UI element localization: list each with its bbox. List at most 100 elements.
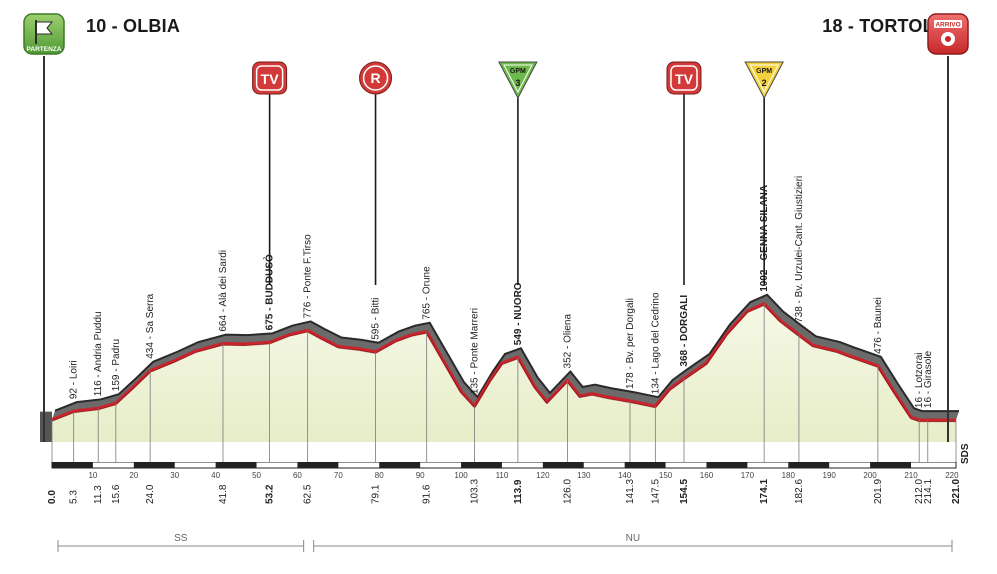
km-tick-label: 80 <box>375 471 384 480</box>
start-badge: PARTENZA <box>23 13 65 55</box>
finish-city-title: 18 - TORTOLÌ <box>822 16 939 36</box>
km-tick-label: 170 <box>741 471 755 480</box>
km-bar-segment <box>706 462 748 468</box>
waypoint-label: 16 - Lotzorai <box>914 353 925 409</box>
waypoint-km-label: 147.5 <box>650 479 661 504</box>
waypoint-km-label: 174.1 <box>759 479 770 504</box>
feed-zone-badge-text: R <box>370 70 380 86</box>
km-tick-label: 100 <box>454 471 468 480</box>
start-badge-label: PARTENZA <box>27 46 62 53</box>
province-label: NU <box>626 533 640 544</box>
waypoint-label: 159 - Padru <box>111 339 122 391</box>
axis-base <box>52 442 956 462</box>
tv-badge-frame <box>670 65 698 91</box>
waypoint-label: 134 - Lago del Cedrino <box>650 292 661 394</box>
waypoint-km-label: 182.6 <box>794 479 805 504</box>
kom-category: 3 <box>515 78 520 88</box>
km-tick-label: 200 <box>863 471 877 480</box>
tv-badge <box>666 61 702 95</box>
km-tick-label: 90 <box>416 471 425 480</box>
waypoint-label: 178 - Bv. per Dorgali <box>625 298 636 389</box>
waypoint-km-label: 41.8 <box>218 484 229 504</box>
km-bar-segment <box>788 462 830 468</box>
km-tick-label: 160 <box>700 471 714 480</box>
km-tick-label: 110 <box>496 471 509 480</box>
tv-badge <box>252 61 288 95</box>
km-bar-segment <box>379 462 421 468</box>
waypoint-label: 664 - Alà dei Sardi <box>218 250 229 332</box>
axis-layer: 10 20 30 40 50 60 70 80 90 100 110 120 130 140 150 160 1… <box>51 442 971 480</box>
waypoint-label: 476 - Baunei <box>873 297 884 354</box>
waypoint-km-label: 53.2 <box>265 484 276 504</box>
waypoint-label: 675 - BUDDUSÒ <box>263 254 276 330</box>
waypoint-label: 776 - Ponte F.Tirso <box>303 234 314 319</box>
km-tick-label: 50 <box>252 471 261 480</box>
waypoint-label: 595 - Bitti <box>371 298 382 340</box>
km-bar-segment <box>461 462 502 468</box>
waypoint-label: 352 - Oliena <box>562 314 573 369</box>
waypoint-km-label: 221.0 <box>951 479 962 504</box>
km-tick-label: 70 <box>334 471 343 480</box>
waypoint-km-label: 154.5 <box>679 479 690 504</box>
kom-badge <box>498 61 538 100</box>
waypoint-km-label: 91.6 <box>422 484 433 504</box>
kom-badge-frame <box>749 64 779 94</box>
kom-badge-frame <box>503 64 533 94</box>
waypoint-km-label: 214.1 <box>923 479 934 504</box>
profile-layer <box>40 56 959 442</box>
province-label: SS <box>174 533 188 544</box>
waypoint-labels-layer: 0.0 5.3 92 - Loiri 11.3 116 - Andria Puddu 15… <box>47 176 962 504</box>
waypoint-label: 738 - Bv. Urzulei-Cant. Giustizieri <box>794 176 805 323</box>
waypoint-km-label: 141.3 <box>625 479 636 504</box>
km-tick-label: 190 <box>823 471 837 480</box>
waypoint-km-label: 62.5 <box>303 484 314 504</box>
km-bar-segment <box>215 462 257 468</box>
waypoint-km-label: 201.9 <box>873 479 884 504</box>
tv-badge-frame <box>255 65 284 91</box>
km-tick-label: 40 <box>211 471 220 480</box>
km-bar-segment <box>52 462 93 468</box>
km-tick-label: 130 <box>577 471 591 480</box>
profile-area <box>52 303 956 442</box>
waypoint-label: 434 - Sa Serra <box>145 293 156 358</box>
feed-zone-badge-ring <box>362 65 389 91</box>
waypoint-km-label: 79.1 <box>371 484 382 504</box>
kom-category: 2 <box>762 78 767 88</box>
waypoint-km-label: 103.3 <box>470 479 481 504</box>
provinces-layer: SS NU <box>57 533 953 552</box>
waypoint-km-label: 24.0 <box>145 484 156 504</box>
waypoint-label: 116 - Andria Puddu <box>93 311 104 396</box>
km-tick-label: 150 <box>659 471 673 480</box>
kom-badge-text: GPM <box>510 68 526 75</box>
waypoint-km-label: 5.3 <box>69 490 80 504</box>
kom-badge <box>744 61 784 100</box>
km-bar-segment <box>870 462 912 468</box>
markers-layer: TV R GPM 3 TV GPM 2 <box>252 61 784 285</box>
waypoint-label: 765 - Orune <box>422 266 433 320</box>
waypoint-km-label: 15.6 <box>111 484 122 504</box>
km-tick-label: 210 <box>904 471 918 480</box>
km-tick-label: 120 <box>536 471 550 480</box>
waypoint-label: 368 - DORGALI <box>679 295 690 367</box>
waypoint-km-label: 11.3 <box>93 485 104 504</box>
waypoint-km-label: 0.0 <box>47 490 58 504</box>
km-tick-label: 180 <box>782 471 796 480</box>
km-bar-segment <box>624 462 666 468</box>
km-tick-label: 60 <box>293 471 302 480</box>
waypoint-km-label: 113.9 <box>513 479 524 504</box>
km-tick-label: 220 <box>945 471 959 480</box>
km-bar-segment <box>297 462 339 468</box>
waypoint-label: 135 - Ponte Marreri <box>470 308 481 394</box>
km-tick-label: 20 <box>129 471 138 480</box>
km-bar-segment <box>542 462 584 468</box>
tv-badge-text: TV <box>675 71 694 87</box>
start-block <box>40 411 52 442</box>
km-bar-segment <box>133 462 175 468</box>
finish-badge-label: ARRIVO <box>935 22 960 29</box>
waypoint-km-label: 212.0 <box>914 479 925 504</box>
start-city-title: 10 - OLBIA <box>86 16 181 36</box>
kom-badge-text: GPM <box>756 68 772 75</box>
km-tick-label: 140 <box>618 471 632 480</box>
